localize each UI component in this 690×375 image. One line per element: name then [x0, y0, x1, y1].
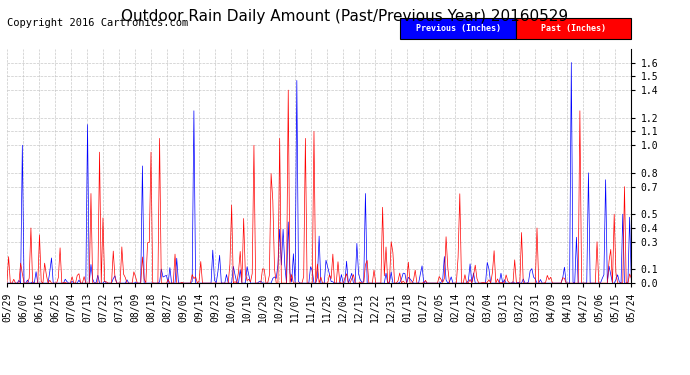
FancyBboxPatch shape [516, 18, 631, 39]
Past (Inches) [252, 281, 260, 285]
Past (Inches) [600, 281, 608, 285]
Text: Past (Inches): Past (Inches) [541, 24, 606, 33]
Previous (Inches) [567, 60, 575, 65]
Text: Previous (Inches): Previous (Inches) [415, 24, 500, 33]
Past (Inches) [284, 88, 293, 92]
Line: Previous (Inches): Previous (Inches) [7, 63, 631, 283]
FancyBboxPatch shape [400, 18, 516, 39]
Previous (Inches) [627, 281, 635, 285]
Previous (Inches) [175, 281, 183, 285]
Previous (Inches) [252, 281, 260, 285]
Past (Inches) [175, 281, 183, 285]
Past (Inches) [3, 281, 11, 285]
Previous (Inches) [538, 281, 546, 285]
Previous (Inches) [135, 281, 143, 285]
Past (Inches) [627, 276, 635, 280]
Text: Copyright 2016 Cartronics.com: Copyright 2016 Cartronics.com [7, 18, 188, 28]
Past (Inches) [255, 281, 263, 285]
Past (Inches) [135, 281, 143, 285]
Previous (Inches) [3, 281, 11, 285]
Past (Inches) [540, 281, 548, 285]
Previous (Inches) [600, 273, 608, 277]
Text: Outdoor Rain Daily Amount (Past/Previous Year) 20160529: Outdoor Rain Daily Amount (Past/Previous… [121, 9, 569, 24]
Line: Past (Inches): Past (Inches) [7, 90, 631, 283]
Previous (Inches) [255, 279, 263, 284]
